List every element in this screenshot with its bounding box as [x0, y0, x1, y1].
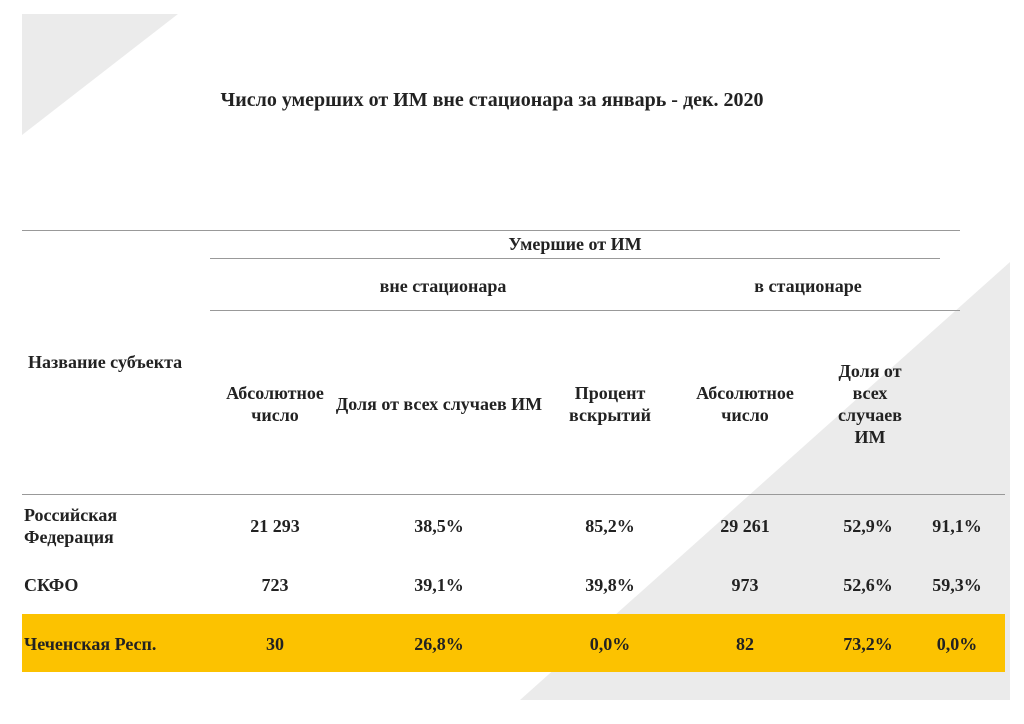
cell: 21 293	[250, 516, 300, 536]
cell: 82	[736, 634, 754, 654]
subgroup-header: в стационаре	[754, 276, 862, 296]
cell: 39,8%	[585, 575, 635, 595]
highlight-row	[22, 614, 1005, 672]
cell: 91,1%	[932, 516, 982, 536]
column-header: Процент вскрытий	[569, 383, 651, 425]
column-header: Доля от всех случаев ИМ	[335, 394, 543, 414]
rule	[210, 310, 960, 311]
cell: 52,6%	[843, 575, 893, 595]
column-header: Абсолютное число	[696, 383, 794, 425]
cell: 73,2%	[843, 634, 893, 654]
rule	[22, 494, 1005, 495]
cell: 85,2%	[585, 516, 635, 536]
cell: 0,0%	[936, 634, 978, 654]
cell: 0,0%	[589, 634, 631, 654]
row-name: Российская Федерация	[24, 505, 118, 547]
rule	[210, 258, 940, 259]
cell: 26,8%	[414, 634, 464, 654]
title: Число умерших от ИМ вне стационара за ян…	[220, 89, 764, 111]
column-header: Доля от всех случаев ИМ	[838, 361, 902, 447]
cell: 38,5%	[414, 516, 464, 536]
cell: 30	[266, 634, 284, 654]
column-header: Абсолютное число	[226, 383, 324, 425]
cell: 39,1%	[414, 575, 464, 595]
row-header: Название субъекта	[28, 352, 183, 372]
subgroup-header: вне стационара	[379, 276, 507, 296]
cell: 723	[261, 575, 289, 595]
cell: 59,3%	[932, 575, 982, 595]
cell: 52,9%	[843, 516, 893, 536]
rule	[22, 230, 960, 231]
cell: 973	[731, 575, 759, 595]
group-header: Умершие от ИМ	[508, 234, 642, 254]
row-name: СКФО	[24, 575, 79, 595]
row-name: Чеченская Респ.	[24, 634, 157, 654]
cell: 29 261	[720, 516, 770, 536]
